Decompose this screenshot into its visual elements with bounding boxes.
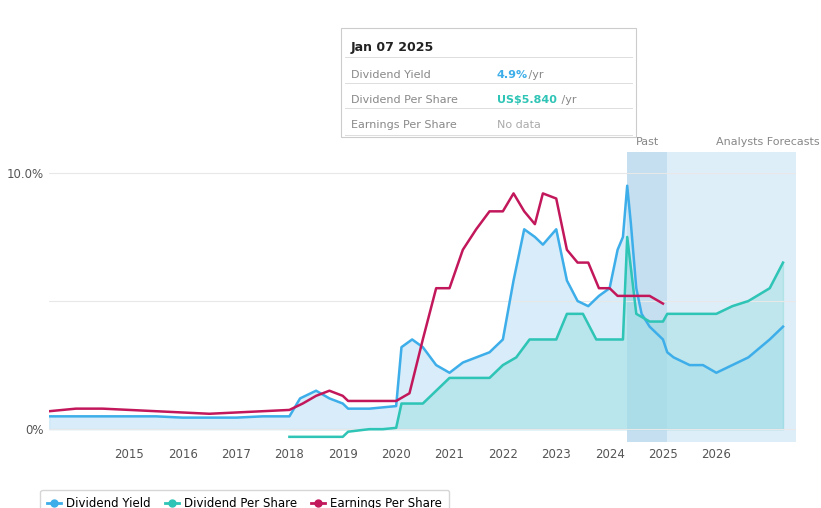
- Text: 4.9%: 4.9%: [497, 70, 528, 80]
- Text: Earnings Per Share: Earnings Per Share: [351, 120, 456, 131]
- Text: No data: No data: [497, 120, 540, 131]
- Text: Analysts Forecasts: Analysts Forecasts: [716, 137, 819, 147]
- Text: US$5.840: US$5.840: [497, 95, 557, 105]
- Text: Dividend Per Share: Dividend Per Share: [351, 95, 457, 105]
- Legend: Dividend Yield, Dividend Per Share, Earnings Per Share: Dividend Yield, Dividend Per Share, Earn…: [40, 490, 449, 508]
- Text: /yr: /yr: [525, 70, 544, 80]
- Text: Dividend Yield: Dividend Yield: [351, 70, 430, 80]
- Text: Jan 07 2025: Jan 07 2025: [351, 41, 433, 54]
- Bar: [627, 152, 667, 442]
- Text: /yr: /yr: [558, 95, 577, 105]
- Text: Past: Past: [635, 137, 658, 147]
- Bar: [667, 152, 821, 442]
